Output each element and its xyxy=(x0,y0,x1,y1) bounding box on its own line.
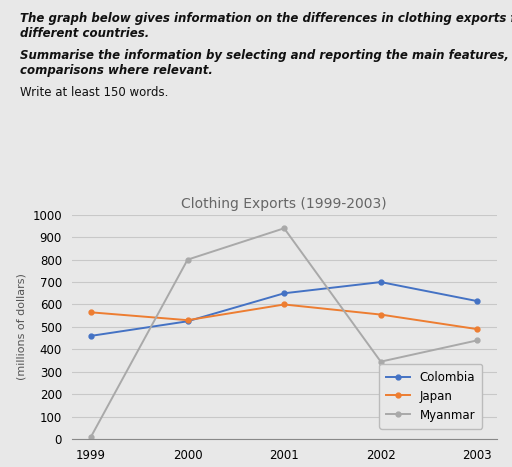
Legend: Colombia, Japan, Myanmar: Colombia, Japan, Myanmar xyxy=(379,364,482,429)
Japan xyxy=(281,302,287,307)
Line: Myanmar: Myanmar xyxy=(89,226,480,439)
Myanmar xyxy=(88,434,94,439)
Text: Summarise the information by selecting and reporting the main features, and make: Summarise the information by selecting a… xyxy=(20,49,512,62)
Japan xyxy=(88,310,94,315)
Line: Japan: Japan xyxy=(89,302,480,332)
Text: Write at least 150 words.: Write at least 150 words. xyxy=(20,86,169,99)
Colombia xyxy=(281,290,287,296)
Myanmar xyxy=(184,257,190,262)
Title: Clothing Exports (1999-2003): Clothing Exports (1999-2003) xyxy=(181,197,387,211)
Colombia xyxy=(378,279,384,285)
Myanmar xyxy=(378,359,384,364)
Colombia xyxy=(184,318,190,324)
Text: different countries.: different countries. xyxy=(20,27,150,40)
Text: The graph below gives information on the differences in clothing exports from th: The graph below gives information on the… xyxy=(20,12,512,25)
Japan xyxy=(184,318,190,323)
Text: comparisons where relevant.: comparisons where relevant. xyxy=(20,64,214,78)
Myanmar xyxy=(474,338,480,343)
Myanmar xyxy=(281,226,287,231)
Line: Colombia: Colombia xyxy=(89,280,480,338)
Colombia xyxy=(88,333,94,339)
Japan xyxy=(474,326,480,332)
Y-axis label: (millions of dollars): (millions of dollars) xyxy=(17,274,27,380)
Japan xyxy=(378,312,384,318)
Colombia xyxy=(474,298,480,304)
